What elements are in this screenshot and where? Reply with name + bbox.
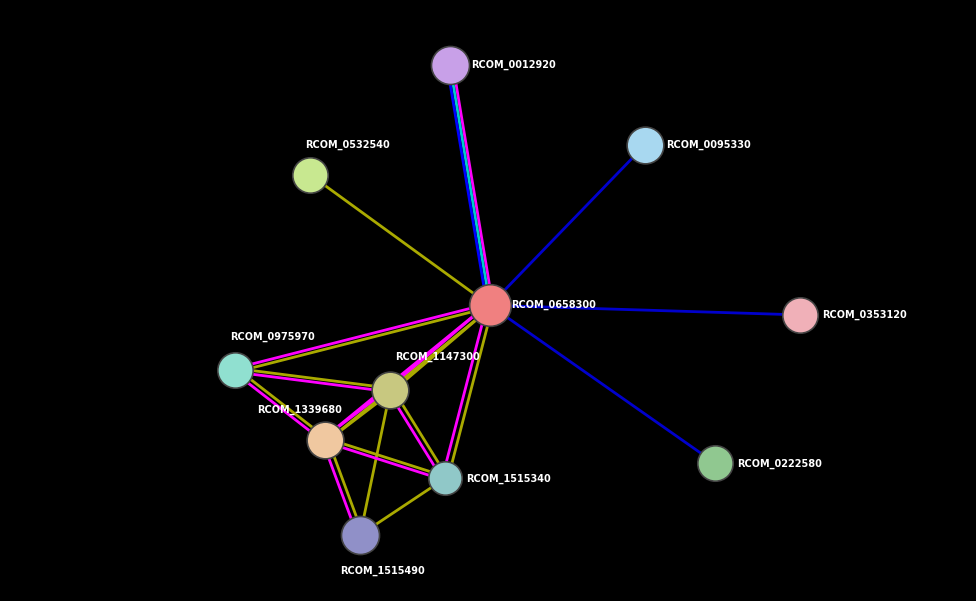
- Point: [303, 170, 318, 180]
- Point: [352, 530, 368, 540]
- Point: [637, 140, 653, 150]
- Text: RCOM_1515340: RCOM_1515340: [467, 473, 551, 484]
- Point: [383, 385, 398, 395]
- Text: RCOM_0012920: RCOM_0012920: [471, 59, 556, 70]
- Text: RCOM_0222580: RCOM_0222580: [737, 458, 822, 469]
- Point: [708, 459, 723, 468]
- Text: RCOM_1515490: RCOM_1515490: [341, 566, 426, 576]
- Point: [793, 310, 808, 320]
- Text: RCOM_1147300: RCOM_1147300: [395, 352, 480, 362]
- Point: [442, 60, 458, 70]
- Text: RCOM_1339680: RCOM_1339680: [257, 404, 342, 415]
- Text: RCOM_0095330: RCOM_0095330: [667, 139, 752, 150]
- Text: RCOM_0532540: RCOM_0532540: [305, 139, 390, 150]
- Point: [437, 474, 453, 483]
- Point: [227, 365, 243, 375]
- Point: [482, 300, 498, 310]
- Point: [317, 435, 333, 445]
- Text: RCOM_0975970: RCOM_0975970: [230, 332, 315, 343]
- Text: RCOM_0658300: RCOM_0658300: [511, 300, 596, 311]
- Text: RCOM_0353120: RCOM_0353120: [822, 310, 907, 320]
